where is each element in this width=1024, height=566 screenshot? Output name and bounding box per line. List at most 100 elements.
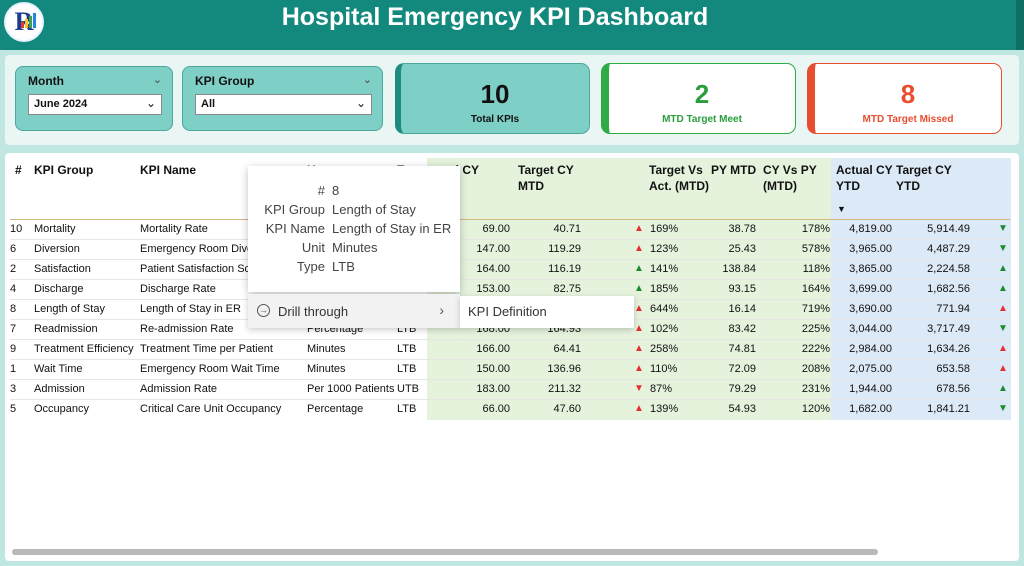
red-down-triangle-icon: ▼ xyxy=(634,383,644,394)
col-header-py-mtd[interactable]: PY MTD xyxy=(711,163,757,177)
cell-num: 6 xyxy=(10,243,17,255)
kpi-table[interactable]: # KPI Group KPI Name U T al CY Target CY… xyxy=(5,153,1019,561)
page-title: Hospital Emergency KPI Dashboard xyxy=(281,3,709,31)
green-down-triangle-icon: ▼ xyxy=(998,223,1008,234)
cell-py-mtd: 93.15 xyxy=(728,283,756,295)
cell-target-vs-act: 169% xyxy=(650,223,679,235)
month-slicer-label: Month xyxy=(28,74,64,88)
kpi-group-slicer-label: KPI Group xyxy=(195,74,255,88)
kpi-definition-label: KPI Definition xyxy=(468,304,547,319)
col-header-kpi-group[interactable]: KPI Group xyxy=(34,163,94,177)
cell-unit: Minutes xyxy=(307,343,346,355)
cell-cy-vs-py: 225% xyxy=(801,323,830,335)
red-up-triangle-icon: ▲ xyxy=(634,363,644,374)
sort-descending-icon[interactable]: ▼ xyxy=(837,204,846,214)
col-header-actual-cy-ytd[interactable]: Actual CY YTD xyxy=(836,163,893,193)
col-header-target-cy-mtd[interactable]: Target CY MTD xyxy=(518,163,574,193)
row-divider xyxy=(10,379,1010,380)
red-up-triangle-icon: ▲ xyxy=(634,243,644,254)
month-dropdown[interactable]: June 2024 ⌄ xyxy=(28,94,162,115)
cell-kpi-name: Emergency Room Dive xyxy=(140,243,254,255)
col-header-cy-vs-py[interactable]: CY Vs PY (MTD) xyxy=(763,163,817,193)
target-meet-caption: MTD Target Meet xyxy=(662,114,742,125)
cell-cy-vs-py: 164% xyxy=(801,283,830,295)
cell-actual-cy: 69.00 xyxy=(482,223,510,235)
cell-py-mtd: 74.81 xyxy=(728,343,756,355)
green-up-triangle-icon: ▲ xyxy=(634,263,644,274)
table-row[interactable]: 10 Mortality Mortality Rate 69.00 40.71 … xyxy=(10,220,1010,240)
cell-num: 10 xyxy=(10,223,23,235)
cell-cy-vs-py: 222% xyxy=(801,343,830,355)
red-up-triangle-icon: ▲ xyxy=(634,223,644,234)
chevron-down-icon[interactable]: ⌄ xyxy=(362,74,372,86)
cell-kpi-name: Treatment Time per Patient xyxy=(140,343,273,355)
cell-cy-vs-py: 118% xyxy=(802,263,830,275)
horizontal-scrollbar[interactable] xyxy=(12,549,878,555)
cell-actual-cy: 164.00 xyxy=(476,263,510,275)
cell-kpi-name: Length of Stay in ER xyxy=(140,303,241,315)
chevron-down-icon[interactable]: ⌄ xyxy=(152,74,162,86)
cell-target-vs-act: 102% xyxy=(650,323,679,335)
cell-kpi-group: Discharge xyxy=(34,283,84,295)
cell-actual-cy-ytd: 2,075.00 xyxy=(849,363,892,375)
cell-target-vs-act: 185% xyxy=(650,283,679,295)
cell-target-cy-ytd: 5,914.49 xyxy=(927,223,970,235)
table-row[interactable]: 6 Diversion Emergency Room Dive 147.00 1… xyxy=(10,240,1010,260)
col-header-kpi-name[interactable]: KPI Name xyxy=(140,163,197,177)
cell-actual-cy-ytd: 1,682.00 xyxy=(849,403,892,415)
cell-kpi-group: Mortality xyxy=(34,223,76,235)
cell-cy-vs-py: 208% xyxy=(801,363,830,375)
cell-target-cy-ytd: 653.58 xyxy=(936,363,970,375)
kpi-definition-menu-item[interactable]: KPI Definition xyxy=(460,296,634,328)
cell-target-cy-mtd: 82.75 xyxy=(553,283,581,295)
green-down-triangle-icon: ▼ xyxy=(998,403,1008,414)
cell-type: LTB xyxy=(397,343,417,355)
chevron-down-icon: ⌄ xyxy=(145,96,156,110)
kpi-group-slicer[interactable]: KPI Group ⌄ All ⌄ xyxy=(182,66,383,131)
cell-py-mtd: 79.29 xyxy=(728,383,756,395)
target-missed-caption: MTD Target Missed xyxy=(862,114,954,125)
cell-kpi-name: Emergency Room Wait Time xyxy=(140,363,280,375)
cell-actual-cy: 150.00 xyxy=(476,363,510,375)
row-divider xyxy=(10,239,1010,240)
table-row[interactable]: 1 Wait Time Emergency Room Wait Time Min… xyxy=(10,360,1010,380)
col-header-num[interactable]: # xyxy=(15,163,22,177)
chevron-down-icon: ⌄ xyxy=(355,96,366,110)
target-missed-value: 8 xyxy=(900,79,916,109)
cell-actual-cy: 166.00 xyxy=(476,343,510,355)
table-row[interactable]: 5 Occupancy Critical Care Unit Occupancy… xyxy=(10,400,1010,420)
table-row[interactable]: 9 Treatment Efficiency Treatment Time pe… xyxy=(10,340,1010,360)
cell-target-vs-act: 87% xyxy=(650,383,673,395)
cell-target-cy-ytd: 1,682.56 xyxy=(927,283,970,295)
col-header-target-vs-act[interactable]: Target Vs Act. (MTD) xyxy=(649,163,709,193)
cell-actual-cy-ytd: 3,965.00 xyxy=(849,243,892,255)
table-row[interactable]: 3 Admission Admission Rate Per 1000 Pati… xyxy=(10,380,1010,400)
cell-target-vs-act: 258% xyxy=(650,343,679,355)
kpi-group-dropdown[interactable]: All ⌄ xyxy=(195,94,372,115)
target-missed-card: 8 MTD Target Missed xyxy=(807,63,1002,134)
cell-target-cy-mtd: 47.60 xyxy=(553,403,581,415)
table-row[interactable]: 2 Satisfaction Patient Satisfaction Sc 1… xyxy=(10,260,1010,280)
cell-type: LTB xyxy=(397,403,417,415)
total-kpis-value: 10 xyxy=(480,79,510,109)
tooltip-row: Unit Minutes xyxy=(248,240,460,259)
month-dropdown-value: June 2024 xyxy=(34,98,88,110)
kpi-group-dropdown-value: All xyxy=(201,98,216,110)
cell-kpi-group: Satisfaction xyxy=(34,263,91,275)
drill-through-menu-item[interactable]: → Drill through › xyxy=(248,294,460,328)
col-header-target-cy-ytd[interactable]: Target CY YTD xyxy=(896,163,952,193)
cell-actual-cy-ytd: 3,865.00 xyxy=(849,263,892,275)
header-divider xyxy=(10,219,1010,220)
green-up-triangle-icon: ▲ xyxy=(634,283,644,294)
tooltip-key: KPI Group xyxy=(264,202,325,217)
cell-kpi-name: Re-admission Rate xyxy=(140,323,234,335)
cell-kpi-group: Wait Time xyxy=(34,363,83,375)
cell-num: 1 xyxy=(10,363,17,375)
month-slicer[interactable]: Month ⌄ June 2024 ⌄ xyxy=(15,66,173,131)
cell-unit: Percentage xyxy=(307,403,364,415)
cell-py-mtd: 16.14 xyxy=(728,303,756,315)
cell-target-cy-mtd: 119.29 xyxy=(548,243,581,255)
drill-through-label: Drill through xyxy=(278,304,349,319)
cell-target-cy-mtd: 64.41 xyxy=(553,343,581,355)
tooltip-row: # 8 xyxy=(248,183,460,202)
